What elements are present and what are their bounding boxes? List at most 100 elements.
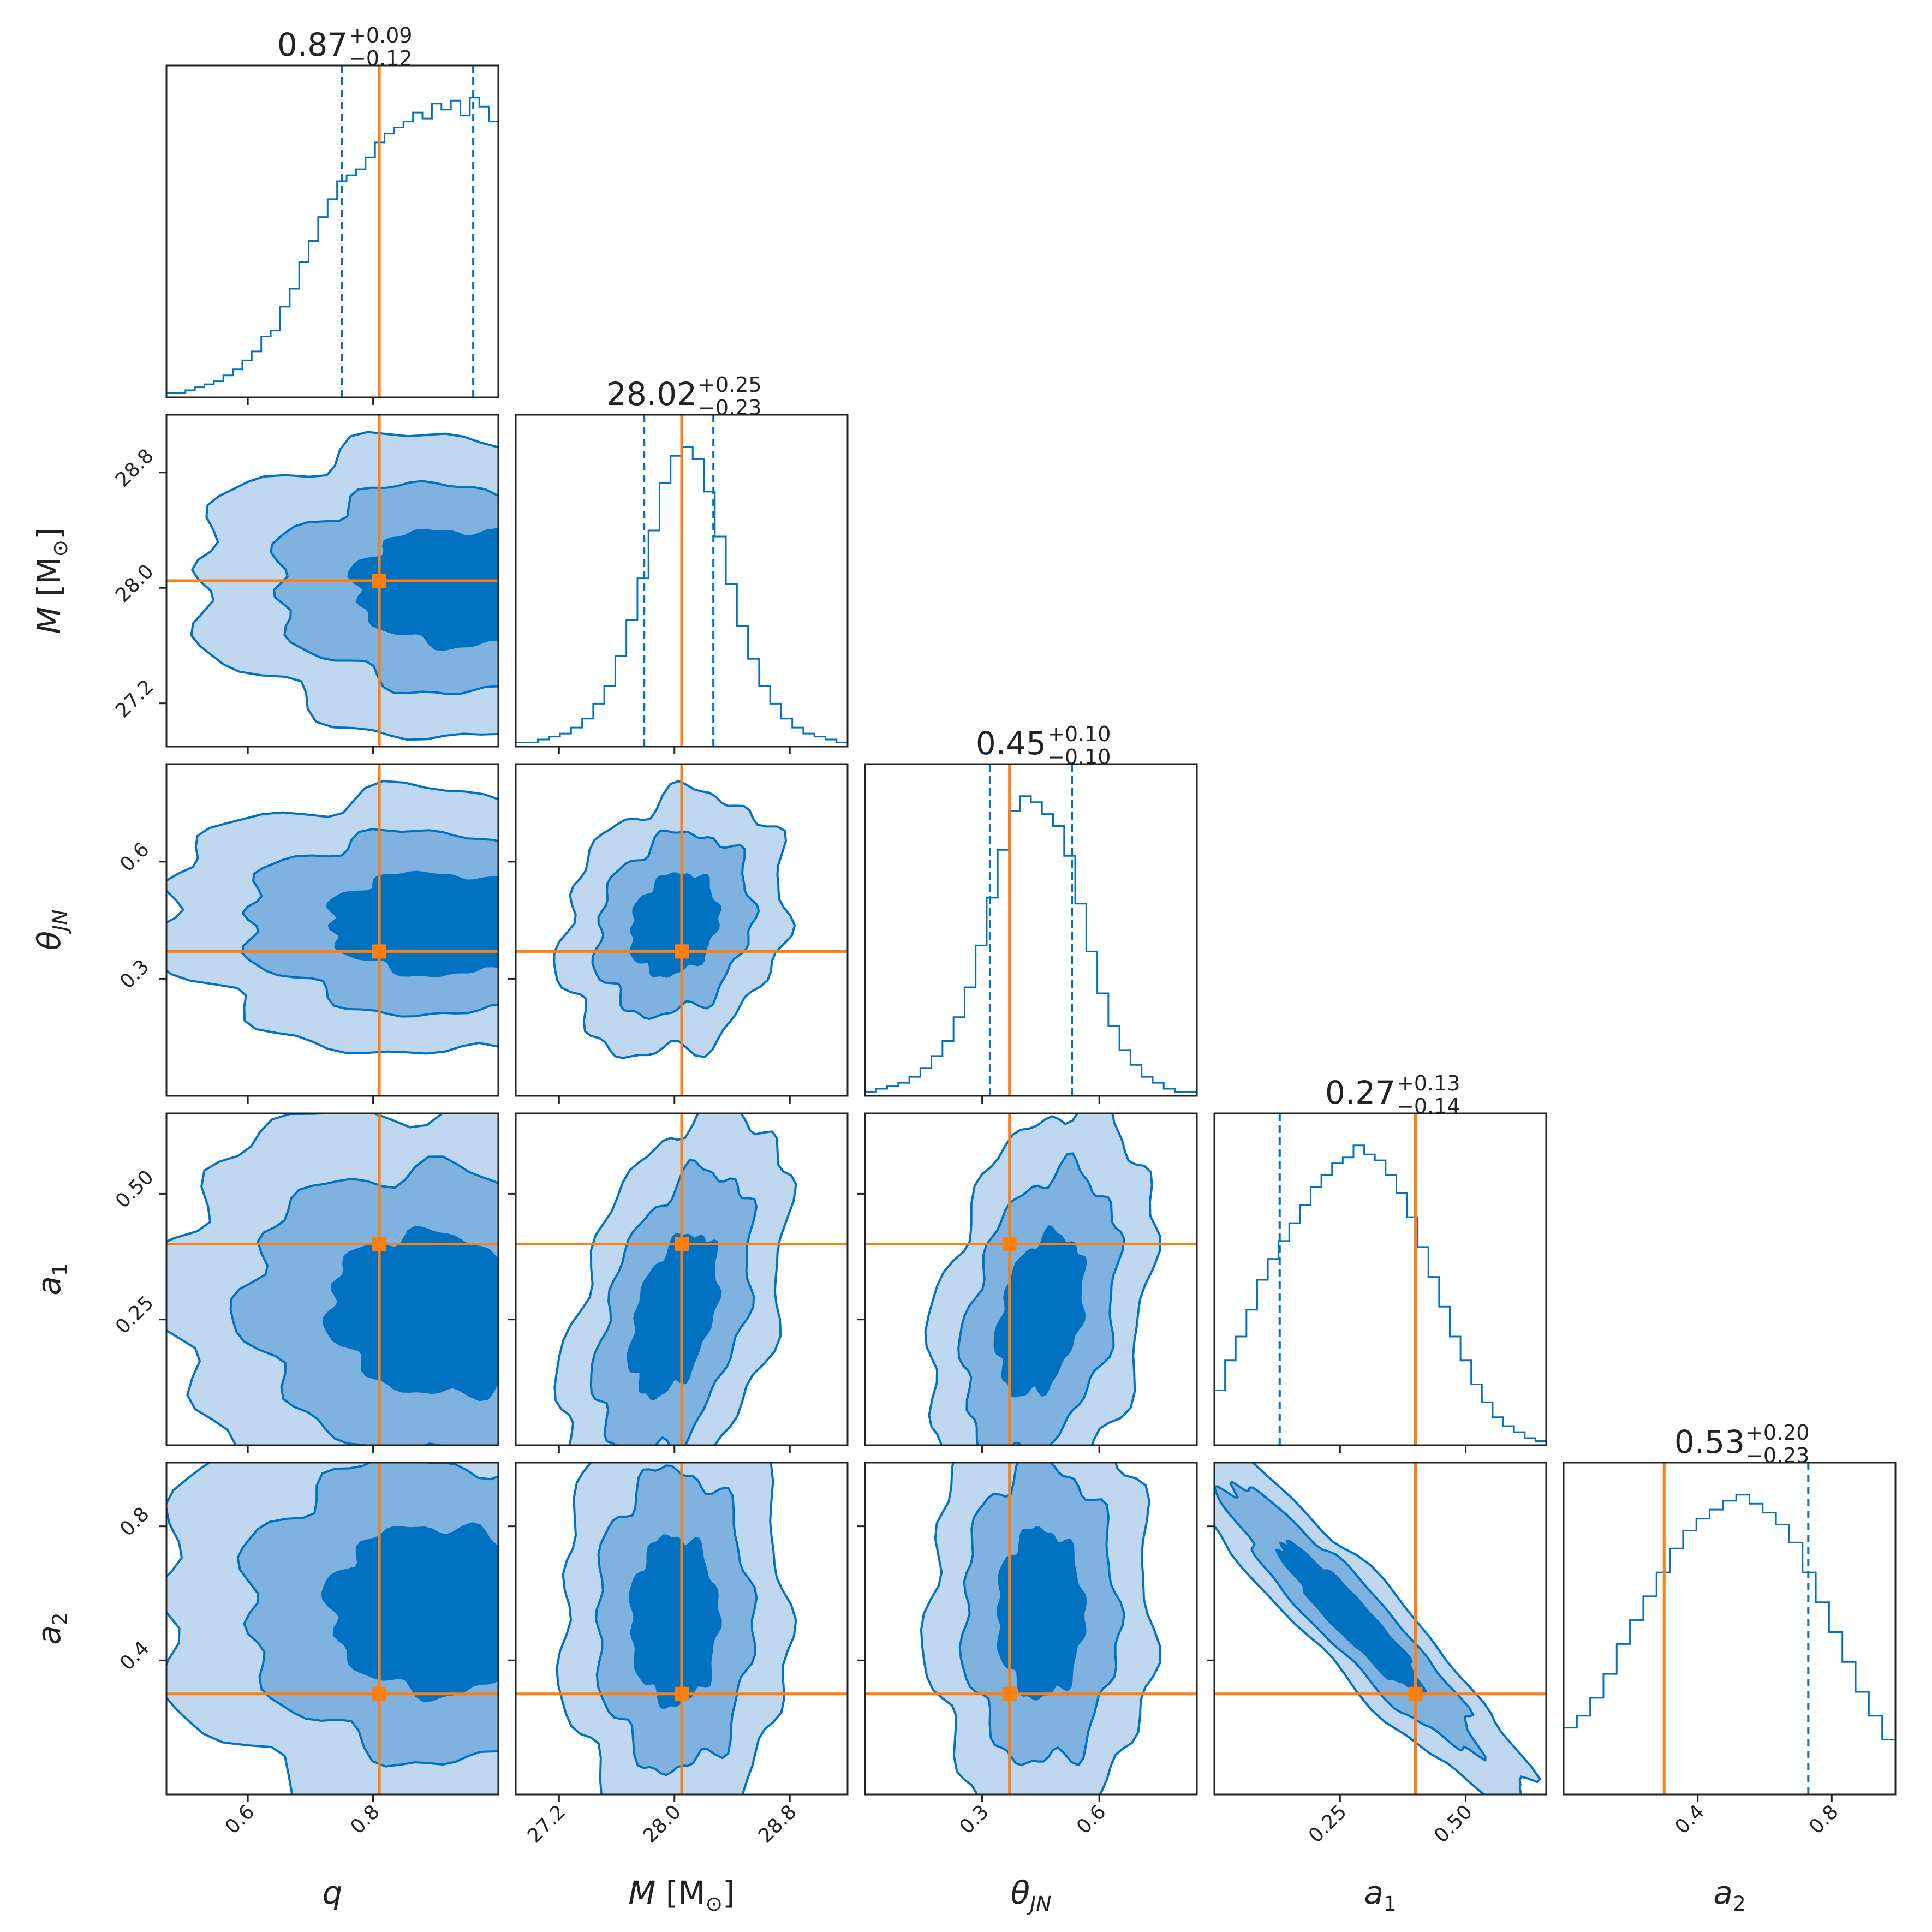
title-plus-q: +0.09 (349, 23, 412, 47)
pair-frame-a1-vs-a2 (1213, 1462, 1547, 1796)
title-median-q: 0.87 (277, 26, 348, 63)
ytick-label-M-2: 28.8 (111, 445, 158, 492)
truth-marker-q-vs-a2 (372, 1686, 387, 1701)
title-minus-a1: −0.14 (1397, 1094, 1460, 1118)
title-plus-a1: +0.13 (1397, 1071, 1460, 1095)
pair-frame-M-vs-a1 (515, 1112, 849, 1446)
pair-content-thetaJN-vs-a1 (865, 1113, 1197, 1445)
marginal-frame-a2 (1563, 1462, 1897, 1796)
title-plus-M: +0.25 (698, 373, 761, 397)
pair-content-q-vs-thetaJN (166, 764, 498, 1096)
marginal-panel-q: 0.87 +0.09−0.12 (165, 23, 499, 398)
truth-marker-thetaJN-vs-a1 (1002, 1237, 1017, 1251)
pair-frame-q-vs-a1 (165, 1112, 499, 1446)
truth-marker-M-vs-thetaJN (675, 944, 689, 959)
yaxis-label-M: M [M⊙] (31, 527, 72, 634)
xaxis-label-M-text: M [M⊙] (628, 1874, 735, 1916)
xaxis-label-q: q (323, 1874, 343, 1911)
marginal-frame-a1 (1213, 1112, 1547, 1446)
xtick-label-a2-0: 0.4 (1671, 1800, 1709, 1838)
histogram-step-q (166, 97, 498, 395)
pair-content-a1-vs-a2 (1214, 1463, 1546, 1794)
marginal-content-thetaJN (865, 764, 1197, 1096)
xaxis-label-a2-text: a2 (1713, 1874, 1746, 1916)
title-median-a1: 0.27 (1325, 1074, 1396, 1111)
pair-content-M-vs-a1 (516, 1113, 848, 1445)
marginal-panel-M: 28.02 +0.25−0.23 (515, 373, 849, 748)
marginal-panel-a1: 0.27 +0.13−0.14 (1213, 1071, 1547, 1446)
pair-content-q-vs-a1 (166, 1113, 498, 1445)
title-plus-thetaJN: +0.10 (1047, 722, 1111, 746)
yaxis-label-M-text: M [M⊙] (31, 527, 72, 634)
xtick-label-a1-0: 0.25 (1304, 1800, 1351, 1847)
contour-thetaJN-vs-a1-1 (993, 1225, 1087, 1398)
title-median-thetaJN: 0.45 (976, 725, 1046, 762)
pair-content-q-vs-a2 (166, 1463, 498, 1794)
histogram-step-a1 (1214, 1144, 1546, 1442)
pair-frame-thetaJN-vs-a2 (864, 1462, 1198, 1796)
marginal-frame-thetaJN (864, 763, 1198, 1097)
pair-panel-thetaJN-vs-a2 (864, 1462, 1198, 1796)
xaxis-label-thetaJN-text: θJN (1011, 1874, 1052, 1916)
contour-M-vs-a1-1 (627, 1233, 722, 1400)
histogram-step-thetaJN (865, 795, 1197, 1093)
ytick-label-a1-0: 0.25 (111, 1292, 158, 1339)
pair-content-M-vs-thetaJN (516, 764, 848, 1096)
yaxis-label-thetaJN-text: θJN (31, 910, 72, 951)
marginal-title-M: 28.02 +0.25−0.23 (606, 373, 762, 420)
yaxis-label-a2: a2 (31, 1612, 72, 1645)
marginal-frame-q (165, 64, 499, 398)
xaxis-label-thetaJN: θJN (1011, 1874, 1052, 1916)
xtick-label-q-1: 0.8 (346, 1800, 384, 1838)
xaxis-label-a1-text: a1 (1364, 1874, 1397, 1916)
ytick-label-a1-1: 0.50 (111, 1166, 158, 1213)
xtick-label-q-0: 0.6 (221, 1800, 259, 1838)
marginal-title-a1: 0.27 +0.13−0.14 (1325, 1071, 1460, 1118)
contour-q-vs-a1-1 (323, 1225, 498, 1402)
yaxis-label-a1: a1 (31, 1263, 72, 1296)
marginal-panel-thetaJN: 0.45 +0.10−0.10 (864, 722, 1198, 1097)
contour-thetaJN-vs-a2-1 (996, 1526, 1087, 1701)
pair-frame-q-vs-M (165, 414, 499, 748)
ytick-label-thetaJN-0: 0.3 (116, 956, 153, 993)
pair-panel-q-vs-M (165, 414, 499, 748)
pair-panel-q-vs-thetaJN (165, 763, 499, 1097)
xtick-label-a1-1: 0.50 (1430, 1800, 1477, 1847)
xaxis-label-M: M [M⊙] (628, 1874, 735, 1916)
pair-panel-M-vs-a1 (515, 1112, 849, 1446)
contour-q-vs-a2-1 (321, 1522, 498, 1702)
pair-content-M-vs-a2 (516, 1463, 848, 1794)
title-plus-a2: +0.20 (1746, 1421, 1809, 1445)
marginal-title-thetaJN: 0.45 +0.10−0.10 (976, 722, 1111, 769)
marginal-panel-a2: 0.53 +0.20−0.23 (1563, 1421, 1897, 1796)
marginal-title-q: 0.87 +0.09−0.12 (277, 23, 413, 70)
truth-marker-M-vs-a1 (675, 1237, 689, 1251)
ytick-label-a2-0: 0.4 (116, 1637, 153, 1674)
xtick-label-thetaJN-0: 0.3 (955, 1800, 993, 1838)
xaxis-label-a1: a1 (1364, 1874, 1397, 1916)
xtick-label-M-1: 28.0 (639, 1800, 685, 1847)
title-minus-a2: −0.23 (1746, 1444, 1809, 1468)
truth-marker-q-vs-M (372, 574, 387, 588)
title-minus-q: −0.12 (349, 46, 412, 70)
ytick-label-M-0: 27.2 (111, 676, 158, 723)
ytick-label-a2-1: 0.8 (116, 1503, 153, 1541)
pair-panel-q-vs-a1 (165, 1112, 499, 1446)
contour-q-vs-thetaJN-1 (326, 870, 498, 977)
title-minus-thetaJN: −0.10 (1047, 745, 1111, 769)
xtick-label-M-0: 27.2 (523, 1800, 570, 1847)
pair-content-thetaJN-vs-a2 (865, 1463, 1197, 1794)
contour-M-vs-a2-1 (628, 1534, 722, 1709)
xaxis-label-a2: a2 (1713, 1874, 1746, 1916)
truth-marker-q-vs-a1 (372, 1237, 387, 1251)
truth-marker-q-vs-thetaJN (372, 944, 387, 959)
pair-panel-a1-vs-a2 (1213, 1462, 1547, 1796)
pair-panel-M-vs-thetaJN (515, 763, 849, 1097)
pair-frame-q-vs-a2 (165, 1462, 499, 1796)
yaxis-label-thetaJN: θJN (31, 910, 72, 951)
truth-marker-thetaJN-vs-a2 (1002, 1686, 1017, 1701)
truth-marker-a1-vs-a2 (1408, 1686, 1423, 1701)
title-minus-M: −0.23 (698, 396, 761, 420)
pair-panel-thetaJN-vs-a1 (864, 1112, 1198, 1446)
